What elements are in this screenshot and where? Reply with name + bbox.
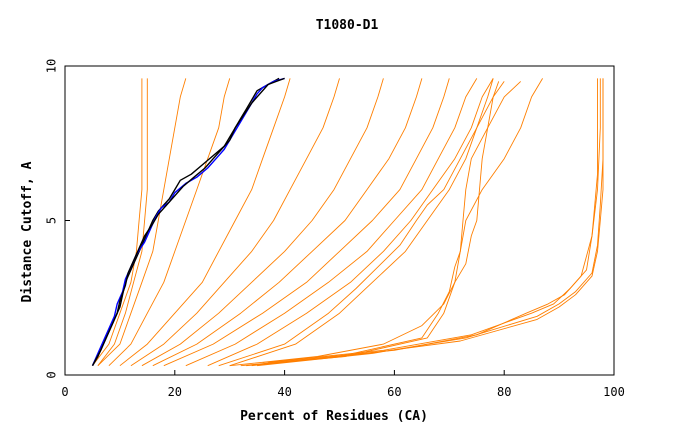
x-tick-label-1: 20 (168, 385, 182, 399)
series-line-15 (246, 78, 543, 367)
series-line-22 (91, 77, 285, 367)
series-line-4 (119, 78, 291, 367)
series-line-18 (262, 78, 601, 364)
y-tick-label-2: 10 (45, 59, 59, 73)
series-line-8 (163, 78, 450, 367)
x-tick-label-3: 60 (387, 385, 401, 399)
y-tick-label-1: 5 (45, 217, 59, 224)
series-line-10 (207, 78, 494, 367)
tick-layer: 0 20 40 60 80 100 0 5 10 (45, 59, 625, 399)
series-line-1 (97, 78, 148, 366)
series-line-2 (97, 78, 187, 367)
series-line-3 (108, 78, 231, 367)
x-tick-label-2: 40 (277, 385, 291, 399)
series-line-12 (218, 81, 505, 367)
series-line-21 (91, 77, 285, 366)
series-line-5 (130, 78, 340, 367)
series-line-9 (185, 78, 478, 367)
x-tick-label-4: 80 (497, 385, 511, 399)
x-axis-label: Percent of Residues (CA) (240, 409, 428, 424)
y-tick-label-0: 0 (45, 371, 59, 378)
series-line-6 (141, 78, 384, 367)
series-layer (91, 77, 604, 367)
chart-title: T1080-D1 (316, 18, 379, 33)
series-line-11 (229, 78, 494, 367)
x-tick-label-5: 100 (603, 385, 625, 399)
series-line-13 (229, 81, 500, 367)
series-line-16 (251, 78, 604, 367)
series-line-17 (257, 78, 604, 367)
y-axis-label: Distance Cutoff, A (20, 161, 35, 302)
series-line-0 (92, 78, 143, 366)
x-tick-label-0: 0 (61, 385, 68, 399)
series-line-7 (152, 78, 423, 367)
series-line-19 (268, 78, 598, 364)
series-line-20 (91, 77, 280, 367)
